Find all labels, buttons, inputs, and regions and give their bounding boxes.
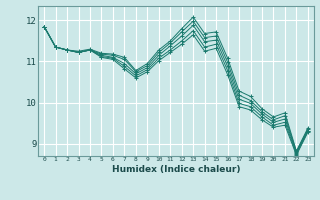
X-axis label: Humidex (Indice chaleur): Humidex (Indice chaleur) (112, 165, 240, 174)
